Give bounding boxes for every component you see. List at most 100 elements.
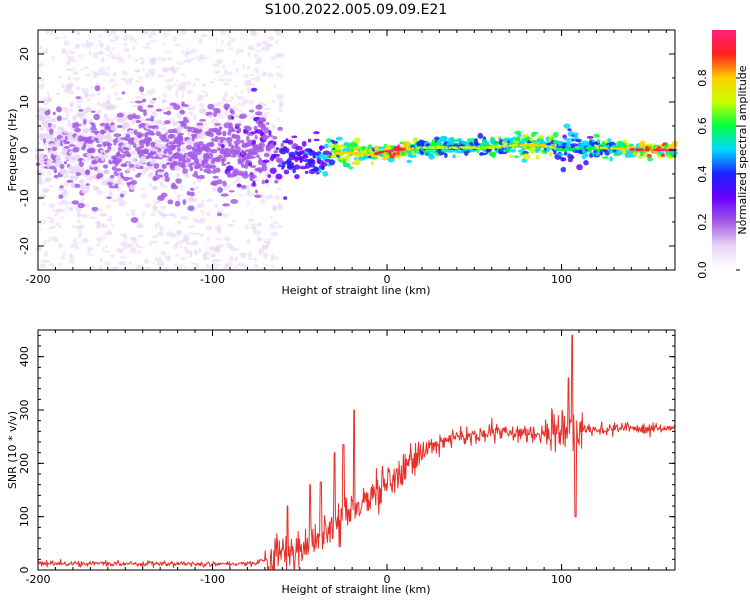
noise-speckle bbox=[97, 242, 100, 247]
noise-speckle bbox=[167, 57, 173, 61]
noise-speckle bbox=[155, 213, 159, 218]
noise-speckle bbox=[174, 66, 178, 71]
noise-speckle bbox=[74, 56, 80, 61]
noise-speckle bbox=[111, 54, 116, 60]
noise-speckle bbox=[70, 260, 76, 264]
noise-speckle bbox=[218, 59, 221, 65]
noise-speckle bbox=[64, 62, 69, 66]
noise-speckle bbox=[188, 264, 196, 269]
noise-speckle bbox=[259, 199, 267, 203]
noise-speckle bbox=[124, 60, 132, 64]
ridge-cell bbox=[139, 165, 144, 170]
ridge-cell bbox=[272, 136, 278, 140]
ridge-cell bbox=[217, 147, 221, 151]
noise-speckle bbox=[242, 36, 244, 40]
noise-speckle bbox=[206, 211, 211, 217]
noise-speckle bbox=[156, 260, 165, 267]
noise-speckle bbox=[111, 47, 115, 50]
chart-title: S100.2022.005.09.09.E21 bbox=[265, 2, 448, 18]
noise-speckle bbox=[74, 44, 81, 48]
ridge-cell bbox=[240, 139, 245, 144]
noise-speckle bbox=[120, 240, 128, 247]
ridge-cell bbox=[214, 135, 219, 142]
ridge-cell bbox=[116, 124, 124, 129]
noise-speckle bbox=[104, 33, 111, 37]
ridge-cell bbox=[163, 120, 171, 125]
noise-speckle bbox=[217, 78, 225, 82]
noise-speckle bbox=[146, 90, 154, 95]
noise-speckle bbox=[277, 53, 285, 58]
ridge-cell bbox=[291, 135, 298, 139]
noise-speckle bbox=[96, 102, 100, 104]
ridge-cell bbox=[231, 115, 235, 120]
noise-speckle bbox=[110, 254, 115, 259]
noise-speckle bbox=[156, 221, 160, 226]
noise-speckle bbox=[190, 98, 195, 104]
noise-speckle bbox=[101, 222, 105, 228]
ridge-cell bbox=[233, 140, 241, 145]
ridge-cell bbox=[394, 154, 401, 159]
noise-speckle bbox=[198, 248, 202, 253]
ridge-cell bbox=[250, 165, 257, 169]
noise-speckle bbox=[47, 55, 54, 61]
ridge-cell bbox=[222, 133, 227, 137]
noise-speckle bbox=[45, 250, 48, 255]
noise-speckle bbox=[99, 257, 104, 263]
noise-speckle bbox=[103, 189, 111, 192]
noise-speckle bbox=[123, 100, 127, 105]
noise-speckle bbox=[129, 77, 134, 82]
noise-speckle bbox=[205, 263, 209, 269]
noise-speckle bbox=[211, 118, 219, 125]
ridge-cell bbox=[189, 191, 195, 197]
ridge-cell bbox=[322, 171, 329, 177]
noise-speckle bbox=[169, 251, 175, 257]
noise-speckle bbox=[226, 184, 231, 190]
noise-speckle bbox=[253, 264, 259, 268]
snr-y-tick-label: 200 bbox=[18, 453, 31, 474]
ridge-cell bbox=[176, 147, 181, 153]
noise-speckle bbox=[189, 252, 193, 258]
ridge-cell bbox=[290, 154, 296, 158]
noise-speckle bbox=[200, 56, 209, 60]
ridge-cell bbox=[91, 125, 97, 128]
noise-speckle bbox=[242, 64, 246, 70]
noise-speckle bbox=[103, 267, 111, 270]
noise-speckle bbox=[76, 219, 81, 224]
noise-speckle bbox=[104, 261, 111, 266]
noise-speckle bbox=[152, 235, 159, 239]
ridge-cell bbox=[216, 212, 223, 217]
spectrogram-y-tick-label: -20 bbox=[18, 237, 31, 255]
noise-speckle bbox=[197, 202, 202, 207]
noise-speckle bbox=[42, 201, 46, 205]
noise-speckle bbox=[237, 262, 245, 267]
spectrogram-y-tick-label: 0 bbox=[18, 147, 31, 154]
noise-speckle bbox=[137, 77, 142, 83]
noise-speckle bbox=[191, 240, 199, 246]
noise-speckle bbox=[119, 260, 127, 266]
ridge-cell bbox=[439, 136, 448, 142]
noise-speckle bbox=[200, 210, 204, 213]
noise-speckle bbox=[78, 83, 87, 87]
noise-speckle bbox=[193, 82, 196, 88]
noise-speckle bbox=[237, 95, 245, 101]
noise-speckle bbox=[106, 219, 113, 222]
ridge-cell bbox=[221, 163, 227, 167]
noise-speckle bbox=[167, 84, 173, 91]
ridge-cell bbox=[176, 172, 180, 178]
ridge-cell bbox=[178, 135, 184, 142]
ridge-cell bbox=[56, 106, 62, 113]
noise-speckle bbox=[161, 42, 165, 46]
ridge-cell bbox=[204, 147, 212, 153]
noise-speckle bbox=[136, 245, 145, 248]
ridge-cell bbox=[77, 202, 85, 209]
noise-speckle bbox=[269, 223, 274, 229]
ridge-cell bbox=[40, 194, 47, 199]
ridge-cell bbox=[170, 185, 179, 190]
noise-speckle bbox=[253, 230, 262, 236]
ridge-cell bbox=[113, 127, 118, 131]
noise-speckle bbox=[66, 222, 72, 226]
ridge-cell bbox=[226, 161, 231, 165]
ridge-cell bbox=[226, 136, 233, 144]
noise-speckle bbox=[254, 61, 262, 65]
ridge-cell bbox=[269, 167, 277, 174]
